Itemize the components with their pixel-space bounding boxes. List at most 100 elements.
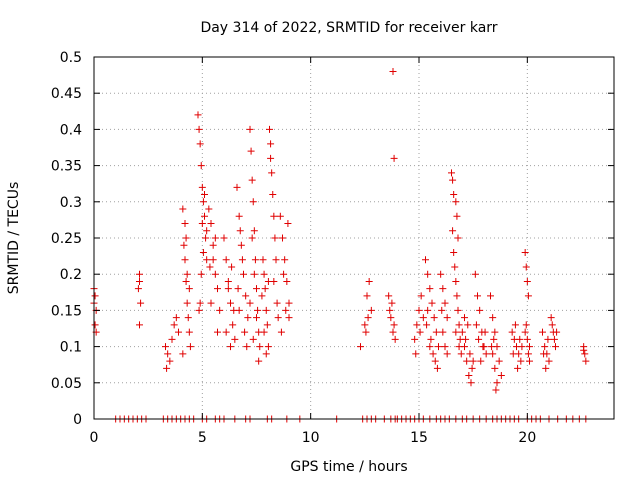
data-point bbox=[183, 270, 191, 278]
data-point bbox=[285, 314, 293, 322]
data-point bbox=[412, 350, 420, 358]
data-point bbox=[453, 292, 461, 300]
data-point bbox=[433, 364, 441, 372]
data-point bbox=[491, 364, 499, 372]
data-point bbox=[361, 321, 369, 329]
data-point bbox=[491, 328, 499, 336]
data-point bbox=[439, 285, 447, 293]
data-point bbox=[489, 350, 497, 358]
data-point bbox=[91, 292, 99, 300]
data-point bbox=[547, 314, 555, 322]
data-point bbox=[250, 270, 258, 278]
data-point bbox=[466, 350, 474, 358]
data-point bbox=[385, 292, 393, 300]
data-point bbox=[541, 343, 549, 351]
data-point bbox=[166, 357, 174, 365]
data-point bbox=[493, 379, 501, 387]
data-point bbox=[224, 285, 232, 293]
data-point bbox=[276, 212, 284, 220]
data-point bbox=[277, 328, 285, 336]
data-point bbox=[457, 350, 465, 358]
data-point bbox=[227, 299, 234, 307]
x-tick-label: 20 bbox=[518, 430, 536, 446]
data-point bbox=[209, 241, 217, 249]
data-point bbox=[467, 379, 475, 387]
data-point bbox=[450, 191, 458, 199]
data-point bbox=[283, 277, 291, 285]
data-point bbox=[430, 314, 438, 322]
data-point bbox=[236, 227, 244, 235]
data-point bbox=[261, 285, 269, 293]
data-point bbox=[475, 335, 483, 343]
data-point bbox=[523, 335, 531, 343]
data-point bbox=[260, 328, 268, 336]
data-point bbox=[422, 256, 429, 264]
data-point bbox=[197, 162, 205, 170]
data-point bbox=[489, 314, 497, 322]
data-point bbox=[364, 314, 372, 322]
data-point bbox=[429, 350, 437, 358]
data-point bbox=[386, 306, 394, 314]
data-point bbox=[172, 314, 180, 322]
data-point bbox=[387, 314, 395, 322]
data-point bbox=[235, 306, 243, 314]
y-tick-label: 0.4 bbox=[60, 122, 82, 138]
data-point bbox=[524, 350, 532, 358]
data-point bbox=[514, 364, 522, 372]
data-point bbox=[553, 328, 561, 336]
data-point bbox=[224, 277, 232, 285]
data-point bbox=[521, 328, 529, 336]
data-point bbox=[186, 343, 194, 351]
data-point bbox=[526, 343, 533, 351]
data-point bbox=[241, 328, 249, 336]
y-tick-label: 0.3 bbox=[60, 195, 82, 211]
data-point bbox=[443, 350, 451, 358]
data-point bbox=[468, 364, 476, 372]
data-point bbox=[267, 154, 275, 162]
data-point bbox=[417, 292, 425, 300]
data-point bbox=[137, 299, 145, 307]
data-point bbox=[388, 299, 396, 307]
data-point bbox=[234, 285, 242, 293]
data-point bbox=[253, 285, 260, 293]
data-point bbox=[439, 328, 447, 336]
data-point bbox=[517, 357, 525, 365]
y-tick-label: 0.1 bbox=[60, 340, 82, 356]
y-tick-label: 0.2 bbox=[60, 267, 82, 283]
data-point bbox=[424, 270, 432, 278]
data-point bbox=[273, 299, 281, 307]
data-point bbox=[196, 140, 204, 148]
data-point bbox=[274, 314, 282, 322]
data-point bbox=[253, 314, 260, 322]
data-point bbox=[367, 306, 375, 314]
data-point bbox=[471, 270, 479, 278]
data-point bbox=[233, 183, 241, 191]
data-point bbox=[255, 357, 263, 365]
data-point bbox=[363, 292, 371, 300]
data-point bbox=[542, 364, 550, 372]
data-point bbox=[479, 343, 487, 351]
data-point bbox=[254, 306, 262, 314]
data-point bbox=[214, 328, 221, 336]
data-point bbox=[428, 299, 436, 307]
data-point bbox=[464, 321, 472, 329]
data-point bbox=[180, 241, 188, 249]
data-point bbox=[431, 357, 439, 365]
data-point bbox=[390, 321, 398, 329]
data-point bbox=[545, 357, 553, 365]
data-point bbox=[207, 220, 215, 228]
data-point bbox=[248, 234, 256, 242]
data-point bbox=[455, 321, 463, 329]
data-point bbox=[548, 321, 556, 329]
data-point bbox=[198, 220, 206, 228]
data-point bbox=[220, 234, 228, 242]
data-point bbox=[196, 299, 204, 307]
data-point bbox=[279, 234, 286, 242]
data-point bbox=[179, 350, 187, 358]
data-point bbox=[199, 198, 207, 206]
data-point bbox=[432, 328, 440, 336]
data-point bbox=[544, 335, 552, 343]
data-point bbox=[136, 270, 143, 278]
data-point bbox=[262, 306, 270, 314]
data-point bbox=[281, 256, 289, 264]
